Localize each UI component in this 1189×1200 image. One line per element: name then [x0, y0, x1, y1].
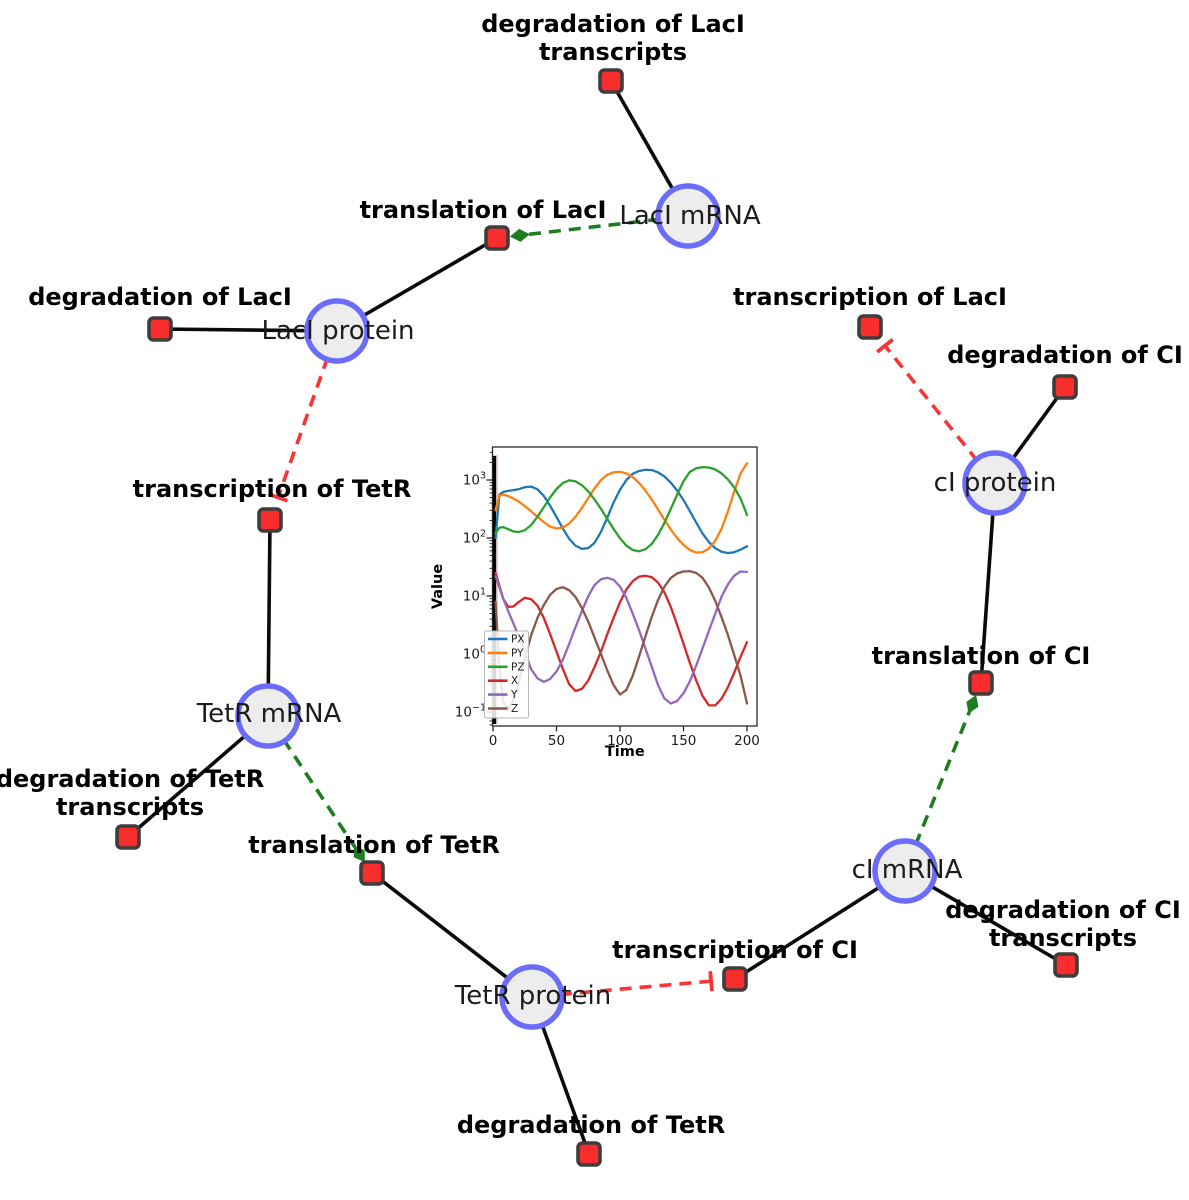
edge-production-laci_prot-transl_laci [351, 236, 498, 324]
x-tick-label: 0 [489, 733, 498, 749]
reaction-label-transl_ci: translation of CI [872, 642, 1091, 670]
x-tick-label: 100 [607, 733, 633, 749]
reaction-label-txn_tetr: transcription of TetR [133, 475, 412, 503]
edge-inhibition-laci_prot-txn_tetr [276, 356, 330, 498]
edge-inhibition-ci_prot-txn_laci [883, 344, 979, 463]
species-node-ci_mrna[interactable] [872, 838, 938, 904]
edge-reactant-tetr_mrna-transl_tetr-diamond [353, 845, 365, 863]
reaction-node-deg_ci_tx[interactable] [1053, 952, 1079, 978]
reaction-node-deg_laci[interactable] [147, 316, 173, 342]
reaction-node-transl_tetr[interactable] [359, 860, 385, 886]
edge-degradation-ci_mrna-deg_ci_tx [928, 883, 1067, 967]
species-label-tetr_mrna: TetR mRNA [196, 699, 342, 729]
edge-degradation-laci_mrna-deg_laci_tx [609, 80, 676, 193]
reaction-label-deg_ci_tx: degradation of CI [945, 896, 1181, 924]
reaction-node-txn_ci[interactable] [722, 966, 748, 992]
species-node-laci_prot[interactable] [304, 298, 370, 364]
plot-frame [491, 446, 758, 727]
reaction-label-deg_ci_tx: transcripts [989, 924, 1137, 952]
reaction-label-transl_tetr: translation of TetR [248, 831, 500, 859]
reaction-node-transl_ci[interactable] [968, 670, 994, 696]
legend-label-PY: PY [511, 647, 524, 659]
legend-label-PZ: PZ [511, 661, 525, 673]
edge-inhibition-laci_prot-txn_tetr-tbar [267, 492, 289, 503]
nodes-layer [115, 68, 1079, 1167]
y-tick-label: 10−1 [455, 703, 486, 721]
species-label-laci_prot: LacI protein [261, 316, 414, 346]
edge-inhibition-tetr_prot-txn_ci-tbar [708, 970, 714, 992]
species-label-laci_mrna: LacI mRNA [619, 201, 760, 231]
reaction-node-transl_laci[interactable] [484, 225, 510, 251]
x-tick-label: 150 [671, 733, 697, 749]
edge-production-tetr_prot-transl_tetr [370, 871, 519, 988]
edge-production-tetr_mrna-txn_tetr [266, 519, 272, 699]
x-axis-label: Time [605, 744, 645, 760]
edge-degradation-tetr_mrna-deg_tetr_tx [126, 732, 248, 839]
reaction-label-deg_tetr_tx: degradation of TetR [0, 765, 264, 793]
reaction-label-deg_ci: degradation of CI [947, 341, 1183, 369]
reaction-label-deg_laci_tx: transcripts [539, 38, 687, 66]
y-tick-label: 100 [463, 645, 486, 663]
species-node-ci_prot[interactable] [962, 450, 1028, 516]
species-node-laci_mrna[interactable] [655, 183, 721, 249]
reaction-node-txn_laci[interactable] [857, 314, 883, 340]
legend-label-PX: PX [511, 634, 525, 646]
species-label-ci_prot: cI protein [934, 468, 1057, 498]
labels-layer: degradation of LacItranscriptstranslatio… [0, 10, 1183, 1139]
edge-inhibition-ci_prot-txn_laci-tbar [876, 337, 894, 354]
species-node-tetr_mrna[interactable] [235, 683, 301, 749]
reaction-label-txn_ci: transcription of CI [612, 936, 858, 964]
reaction-node-deg_tetr_tx[interactable] [115, 824, 141, 850]
series-PZ [494, 465, 749, 553]
reaction-node-deg_tetr[interactable] [576, 1141, 602, 1167]
reaction-node-deg_ci[interactable] [1052, 374, 1078, 400]
series-Z [494, 570, 749, 711]
species-label-ci_mrna: cI mRNA [852, 855, 963, 885]
edge-production-ci_mrna-txn_ci [734, 879, 891, 981]
edge-degradation-laci_prot-deg_laci [159, 327, 310, 333]
reaction-label-txn_laci: transcription of LacI [733, 283, 1007, 311]
edge-reactant-ci_mrna-transl_ci [913, 711, 972, 846]
series-Y [494, 570, 749, 705]
edge-reactant-tetr_mrna-transl_tetr [281, 738, 357, 849]
edge-degradation-tetr_prot-deg_tetr [539, 1022, 591, 1155]
series-PY [494, 462, 749, 554]
reaction-node-txn_tetr[interactable] [257, 507, 283, 533]
reaction-label-transl_laci: translation of LacI [360, 196, 607, 224]
species-node-tetr_prot[interactable] [499, 964, 565, 1030]
edge-production-ci_prot-transl_ci [979, 500, 996, 684]
legend-label-Z: Z [511, 703, 518, 715]
legend-label-X: X [511, 675, 518, 687]
x-tick-label: 50 [548, 733, 565, 749]
series-PX [494, 468, 749, 555]
edge-reactant-laci_mrna-transl_laci-diamond [509, 228, 530, 242]
series-X [494, 571, 749, 707]
edge-inhibition-tetr_prot-txn_ci [559, 979, 712, 997]
reaction-label-deg_tetr_tx: transcripts [56, 793, 204, 821]
edge-reactant-ci_mrna-transl_ci-diamond [966, 695, 979, 714]
inset-plot: 0 50 100 150 20010310210110010−1TimeValuePXP… [430, 446, 760, 760]
reaction-label-deg_laci_tx: degradation of LacI [481, 10, 745, 38]
reaction-node-deg_laci_tx[interactable] [598, 68, 624, 94]
reaction-label-deg_tetr: degradation of TetR [457, 1111, 725, 1139]
y-axis-label: Value [430, 564, 446, 610]
species-label-tetr_prot: TetR protein [454, 981, 611, 1011]
y-tick-label: 102 [463, 529, 486, 547]
reaction-label-deg_laci: degradation of LacI [28, 283, 292, 311]
legend-label-Y: Y [510, 689, 518, 701]
y-tick-label: 103 [463, 471, 486, 489]
edge-reactant-laci_mrna-transl_laci [527, 217, 661, 237]
y-tick-label: 101 [463, 587, 486, 605]
x-tick-label: 200 [734, 733, 760, 749]
